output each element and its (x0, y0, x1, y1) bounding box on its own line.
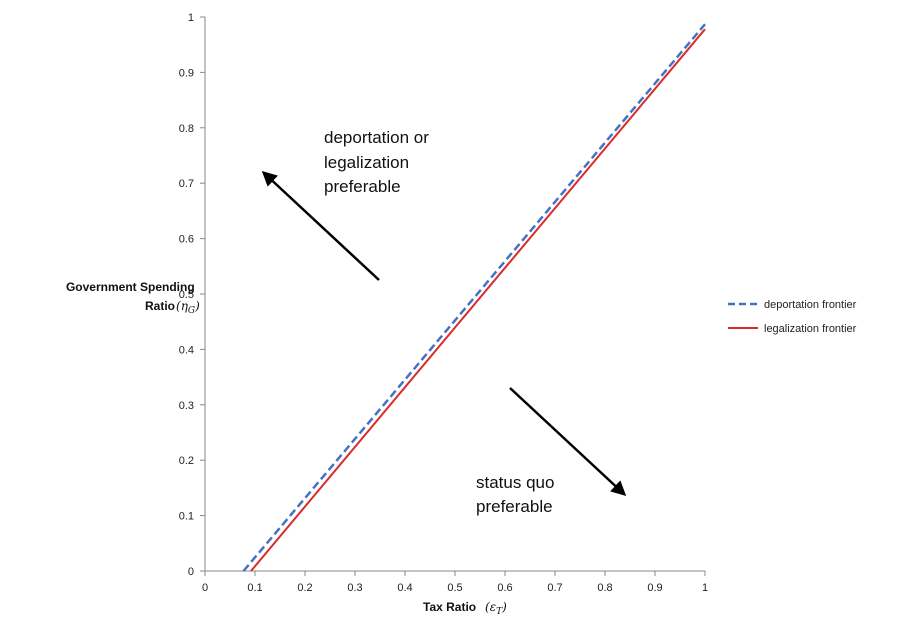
annotation-lower-line-2: preferable (476, 497, 553, 516)
y-tick-label: 0.8 (179, 123, 194, 135)
x-tick-label: 0 (202, 582, 208, 594)
x-tick-label: 0.8 (597, 582, 612, 594)
legend: deportation frontier legalization fronti… (728, 299, 857, 335)
y-axis-symbol-sub: G (188, 306, 195, 316)
y-tick-label: 1 (188, 12, 194, 24)
series-line-deportation (242, 23, 706, 572)
y-tick-label: 0.2 (179, 455, 194, 467)
x-tick-label: 0.7 (547, 582, 562, 594)
annotation-lower-line-1: status quo (476, 473, 554, 492)
y-axis-symbol-char: η (181, 299, 189, 313)
x-axis-symbol-char: ε (490, 600, 496, 614)
y-tick-label: 0.3 (179, 400, 194, 412)
arrow-down-right (509, 387, 627, 497)
y-tick-label: 0.1 (179, 511, 194, 523)
series-layer (242, 23, 706, 572)
y-tick-label: 0.6 (179, 234, 194, 246)
y-tick-label: 0.5 (179, 289, 194, 301)
annotation-upper: deportation or legalization preferable (324, 128, 434, 196)
x-tick-label: 0.4 (397, 582, 412, 594)
x-axis-symbol-sub: T (496, 607, 503, 617)
arrow-up-left (261, 170, 380, 281)
annotation-lower: status quo preferable (476, 473, 559, 516)
x-axis-symbol: (εT) (485, 600, 507, 617)
y-tick-label: 0.9 (179, 67, 194, 79)
legend-label-deportation: deportation frontier (764, 299, 857, 311)
y-axis-title-line-2: Ratio (145, 299, 175, 313)
annotation-upper-line-1: deportation or (324, 128, 429, 147)
annotation-upper-line-2: legalization (324, 153, 409, 172)
x-tick-label: 0.2 (297, 582, 312, 594)
axes: 0 0.1 0.2 0.3 0.4 0.5 0.6 0.7 0.8 0.9 1 0 0.1 0.2 0.3 0… (179, 12, 708, 594)
y-tick-label: 0.7 (179, 178, 194, 190)
series-line-legalization (250, 28, 706, 572)
legend-label-legalization: legalization frontier (764, 323, 857, 335)
x-tick-label: 0.3 (347, 582, 362, 594)
x-tick-label: 0.1 (247, 582, 262, 594)
annotation-upper-line-3: preferable (324, 177, 401, 196)
x-tick-label: 0.9 (647, 582, 662, 594)
y-axis-title-line-1: Government Spending (66, 280, 195, 294)
x-tick-label: 0.5 (447, 582, 462, 594)
x-tick-label: 0.6 (497, 582, 512, 594)
y-axis-title: Government Spending Ratio (66, 280, 198, 313)
y-axis-symbol: (ηG) (176, 299, 200, 316)
y-tick-label: 0 (188, 566, 194, 578)
x-tick-label: 1 (702, 582, 708, 594)
y-tick-label: 0.4 (179, 344, 194, 356)
x-axis-title: Tax Ratio (423, 600, 476, 614)
